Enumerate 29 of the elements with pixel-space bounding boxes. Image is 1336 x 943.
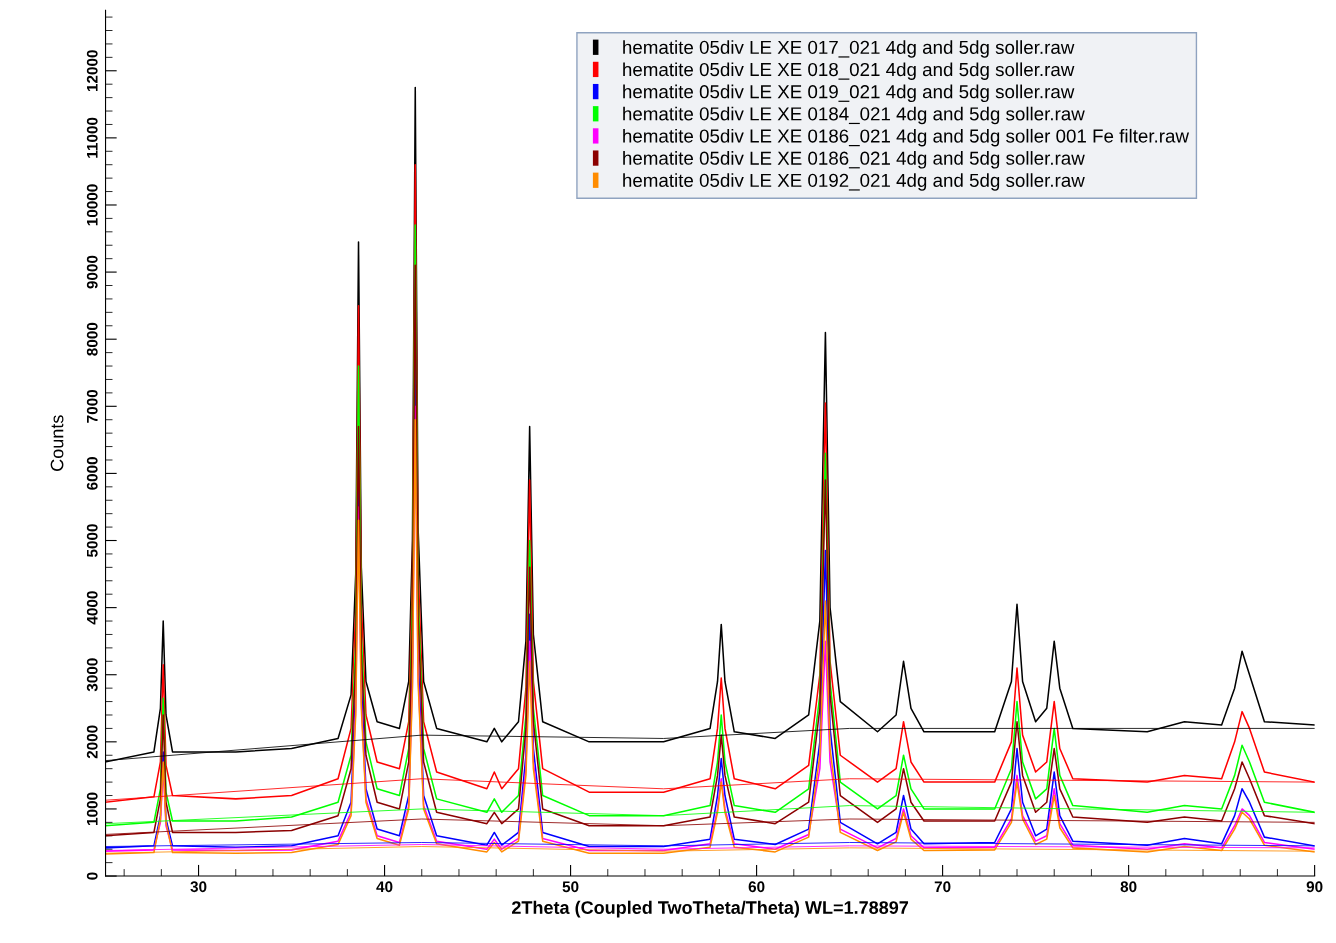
y-tick-label: 2000 [86,725,98,759]
y-tick-label: 0 [86,872,98,880]
legend-label: hematite 05div LE XE 0186_021 4dg and 5dg soller.raw [623,151,1085,169]
y-axis-title: Counts [50,415,64,471]
x-tick-label: 90 [1306,881,1323,893]
y-tick-label: 3000 [86,658,98,692]
y-tick-label: 10000 [86,184,98,226]
y-tick-label: 12000 [86,50,98,92]
x-tick-label: 60 [748,881,765,893]
y-tick-label: 11000 [86,117,98,158]
y-tick-label: 6000 [86,457,98,490]
legend-label: hematite 05div LE XE 0186_021 4dg and 5dg soller 001 Fe filter.raw [623,128,1190,147]
legend-label: hematite 05div LE XE 018_021 4dg and 5dg soller.raw [623,62,1075,80]
legend-label: hematite 05div LE XE 017_021 4dg and 5dg soller.raw [623,40,1075,58]
legend-label: hematite 05div LE XE 0184_021 4dg and 5dg soller.raw [623,106,1085,125]
x-axis-title: 2Theta (Coupled TwoTheta/Theta) WL=1.78897 [512,900,909,918]
legend-label: hematite 05div LE XE 0192_021 4dg and 5dg soller.raw [623,173,1085,191]
x-tick-label: 80 [1120,881,1137,893]
y-tick-label: 9000 [86,255,98,289]
y-tick-label: 5000 [86,524,98,558]
legend-label: hematite 05div LE XE 019_021 4dg and 5dg soller.raw [623,84,1075,103]
x-tick-label: 40 [376,881,393,893]
y-tick-label: 8000 [86,322,98,356]
y-tick-label: 4000 [86,591,98,625]
x-tick-label: 50 [562,881,579,893]
y-tick-label: 7000 [86,389,98,423]
x-tick-label: 70 [934,881,951,893]
x-tick-label: 30 [190,881,207,893]
y-tick-label: 1000 [86,792,98,825]
